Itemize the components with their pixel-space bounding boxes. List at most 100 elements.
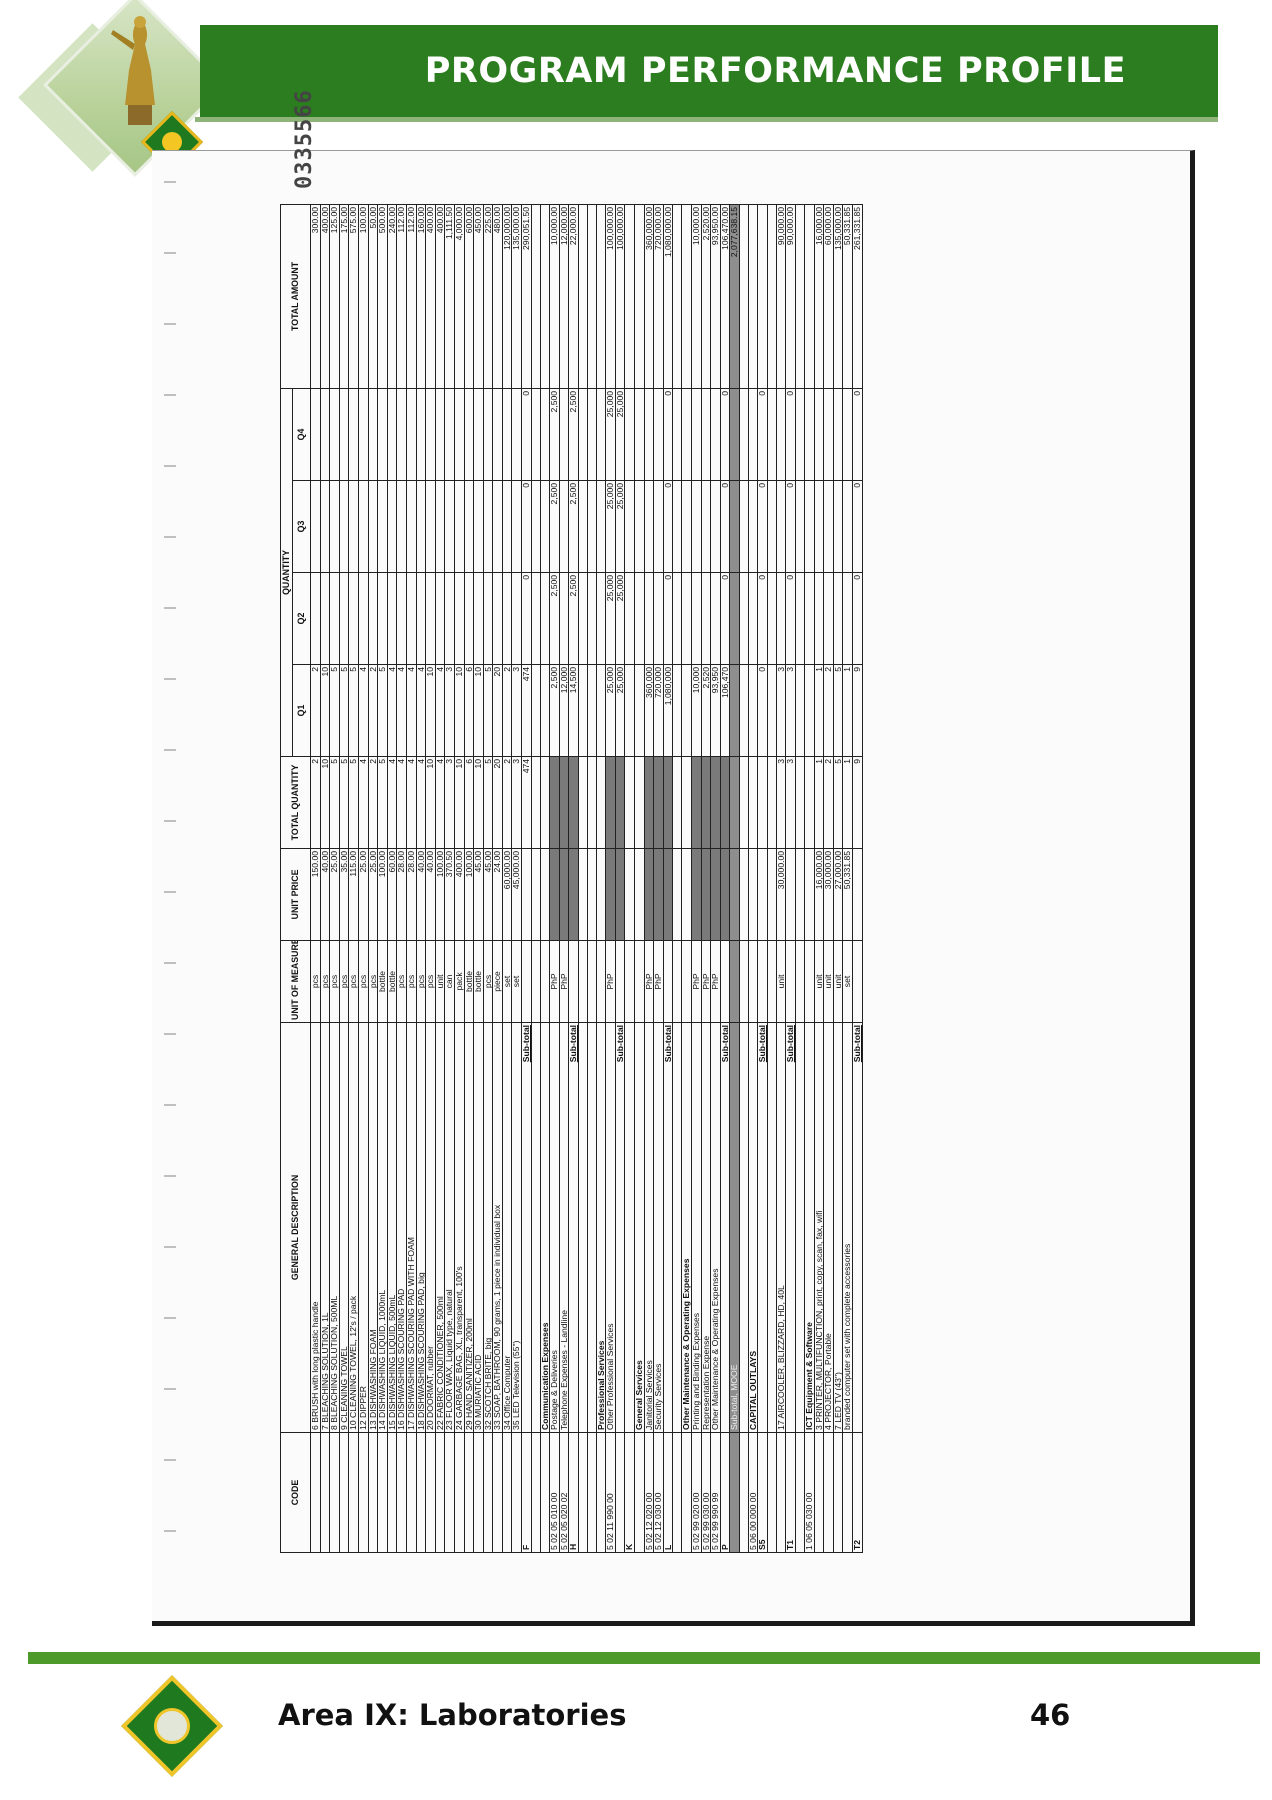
- cell-q4: [425, 388, 436, 481]
- cell-description: General Services: [634, 1022, 645, 1433]
- cell-q4: [511, 388, 522, 481]
- cell-total-quantity: 1: [814, 756, 824, 849]
- cell-total-quantity: [672, 756, 682, 849]
- cell-q3: [823, 480, 834, 573]
- table-row: 5 02 99 030 00 Representation Expense PhP 2…: [701, 204, 711, 1553]
- cell-unit-price: [605, 848, 616, 941]
- header-bar: [200, 25, 1218, 117]
- cell-q1: 5: [339, 664, 349, 757]
- cell-q2: [511, 572, 522, 665]
- cell-q1: 93,950: [710, 664, 721, 757]
- cell-q2: [425, 572, 436, 665]
- cell-description: ICT Equipment & Software: [804, 1022, 815, 1433]
- cell-total-amount: 135,000.00: [511, 204, 522, 389]
- col-total-quantity: TOTAL QUANTITY: [280, 756, 311, 849]
- cell-q2: 2,500: [549, 572, 560, 665]
- cell-q1: 3: [785, 664, 796, 757]
- cell-code: [358, 1432, 369, 1553]
- cell-q1: 720,000: [653, 664, 664, 757]
- cell-q2: [531, 572, 541, 665]
- cell-q1: [748, 664, 758, 757]
- cell-q2: [644, 572, 654, 665]
- cell-unit-of-measure: piece: [492, 940, 503, 1023]
- cell-unit-of-measure: unit: [776, 940, 786, 1023]
- table-row: 32 SCOTCH BRITE, big pcs 45.00 5 5 225.00: [483, 204, 493, 1553]
- table-row: 33 SOAP, BATHROOM, 90 grams, 1 piece in …: [492, 204, 503, 1553]
- table-row: F Sub-total 474 474 0 0 0 290,051.50: [521, 204, 532, 1553]
- cell-unit-of-measure: [739, 940, 749, 1023]
- table-row: 6 BRUSH with long plastic handle pcs 150.0…: [310, 204, 321, 1553]
- cell-code: [339, 1432, 349, 1553]
- cell-unit-of-measure: [795, 940, 805, 1023]
- cell-unit-price: 100.00: [377, 848, 388, 941]
- cell-unit-of-measure: [596, 940, 606, 1023]
- table-row: 22 FABRIC CONDITIONER, 500ml unit 100.00 4 4…: [435, 204, 445, 1553]
- cell-total-amount: 12,000.00: [559, 204, 569, 389]
- cell-q4: [823, 388, 834, 481]
- cell-q2: [540, 572, 550, 665]
- scanned-document: 0335566 CODE GENERAL DESCRIPTION UNIT OF…: [152, 89, 1195, 1626]
- header-bar-shadow: [195, 117, 1218, 122]
- cell-q2: [681, 572, 692, 665]
- cell-q2: [358, 572, 369, 665]
- cell-unit-price: [521, 848, 532, 941]
- cell-total-amount: 135,000.00: [833, 204, 843, 389]
- cell-q1: [531, 664, 541, 757]
- cell-q1: [729, 664, 740, 757]
- cell-unit-price: [691, 848, 702, 941]
- cell-total-amount: 50,331.85: [842, 204, 853, 389]
- cell-q2: [339, 572, 349, 665]
- cell-unit-price: 27,000.00: [833, 848, 843, 941]
- cell-total-amount: 60,000.00: [823, 204, 834, 389]
- cell-total-amount: 4,000.00: [454, 204, 464, 389]
- cell-q1: 4: [406, 664, 417, 757]
- cell-q1: [795, 664, 805, 757]
- cell-unit-of-measure: [785, 940, 796, 1023]
- cell-total-quantity: [663, 756, 673, 849]
- cell-q2: [833, 572, 843, 665]
- cell-total-amount: 2,077,638.15: [729, 204, 740, 389]
- cell-q3: [644, 480, 654, 573]
- cell-total-amount: 400.00: [425, 204, 436, 389]
- cell-q2: [672, 572, 682, 665]
- table-row: S5 Sub-total 0 0 0 0: [757, 204, 768, 1553]
- cell-unit-of-measure: PhP: [710, 940, 721, 1023]
- cell-q2: [748, 572, 758, 665]
- cell-q2: [842, 572, 853, 665]
- margin-tick: [164, 465, 176, 467]
- cell-q4: [739, 388, 749, 481]
- cell-code: L: [663, 1432, 673, 1553]
- cell-q3: [339, 480, 349, 573]
- cell-unit-of-measure: pcs: [396, 940, 407, 1023]
- cell-total-amount: 290,051.50: [521, 204, 532, 389]
- cell-description: 20 DOORMAT, rubber: [425, 1022, 436, 1433]
- cell-code: [444, 1432, 455, 1553]
- cell-q2: 2,500: [568, 572, 579, 665]
- page-title: PROGRAM PERFORMANCE PROFILE: [424, 51, 1126, 91]
- cell-unit-price: 30,000.00: [776, 848, 786, 941]
- table-row: 18 DISHWASHING SCOURING PAD, big pcs 40.00…: [416, 204, 426, 1553]
- cell-total-quantity: 2: [502, 756, 512, 849]
- cell-q2: 0: [521, 572, 532, 665]
- cell-code: [406, 1432, 417, 1553]
- cell-unit-price: [578, 848, 588, 941]
- cell-unit-of-measure: bottle: [464, 940, 474, 1023]
- table-row: 12 DIPPER pcs 25.00 4 4 100.00: [358, 204, 369, 1553]
- cell-q4: [416, 388, 426, 481]
- cell-q4: [387, 388, 397, 481]
- cell-unit-of-measure: [615, 940, 625, 1023]
- cell-description: 13 DISHWASHING FOAM: [368, 1022, 378, 1433]
- cell-unit-of-measure: PhP: [701, 940, 711, 1023]
- cell-total-quantity: [804, 756, 815, 849]
- cell-q3: [387, 480, 397, 573]
- cell-q3: [653, 480, 664, 573]
- cell-description: 6 BRUSH with long plastic handle: [310, 1022, 321, 1433]
- cell-total-quantity: [691, 756, 702, 849]
- cell-unit-of-measure: pcs: [368, 940, 378, 1023]
- margin-tick: [164, 536, 176, 538]
- cell-q1: 20: [492, 664, 503, 757]
- cell-total-amount: 360,000.00: [644, 204, 654, 389]
- cell-description: Telephone Expenses - Landline: [559, 1022, 569, 1433]
- margin-tick: [164, 962, 176, 964]
- cell-description: Sub-total, MOOE: [729, 1022, 740, 1433]
